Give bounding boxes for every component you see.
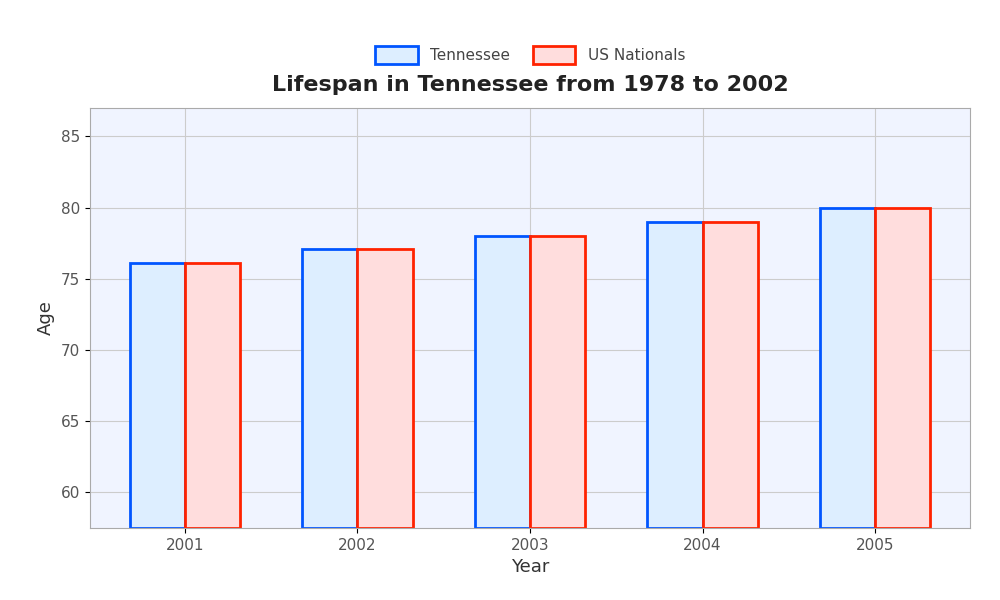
Bar	[475, 236, 530, 528]
Bar	[302, 249, 357, 528]
Bar	[820, 208, 875, 528]
Bar	[647, 222, 703, 528]
Legend: Tennessee, US Nationals: Tennessee, US Nationals	[369, 40, 691, 70]
X-axis label: Year: Year	[511, 558, 549, 576]
Title: Lifespan in Tennessee from 1978 to 2002: Lifespan in Tennessee from 1978 to 2002	[272, 76, 788, 95]
Y-axis label: Age: Age	[37, 301, 55, 335]
Bar	[130, 263, 185, 528]
Bar	[875, 208, 930, 528]
Bar	[185, 263, 240, 528]
Bar	[357, 249, 413, 528]
Bar	[703, 222, 758, 528]
Bar	[530, 236, 585, 528]
